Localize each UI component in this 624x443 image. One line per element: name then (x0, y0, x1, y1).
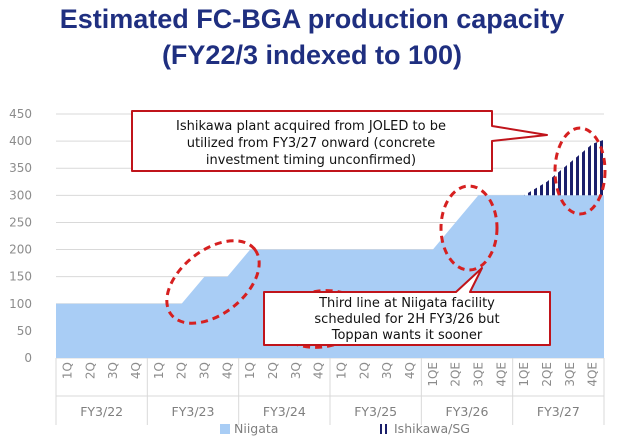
fiscal-year-label: FY3/23 (172, 404, 215, 419)
x-tick-label: 3Q (197, 362, 211, 379)
x-tick-label: 1Q (152, 362, 166, 379)
fiscal-year-label: FY3/22 (80, 404, 123, 419)
fiscal-year-label: FY3/27 (537, 404, 580, 419)
callout-ishikawa-line: Ishikawa plant acquired from JOLED to be (176, 119, 446, 134)
callout-ishikawa-box (131, 110, 548, 172)
legend-swatch-niigata (220, 424, 230, 434)
y-tick-label: 100 (9, 297, 32, 311)
highlight-ellipse-fy3-27 (553, 126, 607, 216)
callout-ishikawa-line: utilized from FY3/27 onward (concrete (187, 136, 436, 151)
callouts: Ishikawa plant acquired from JOLED to be… (131, 110, 551, 346)
x-tick-label: 2Q (266, 362, 280, 379)
fiscal-year-groups: FY3/22 FY3/23 FY3/24 FY3/25 FY3/26 FY3/27 (55, 358, 605, 425)
y-tick-label: 0 (24, 351, 32, 365)
y-tick-label: 300 (9, 188, 32, 202)
x-tick-label: 2Q (357, 362, 371, 379)
chart-title-line1: Estimated FC-BGA production capacity (59, 4, 565, 34)
x-axis-ticks: 1Q 2Q 3Q 4Q 1Q 2Q 3Q 4Q 1Q 2Q 3Q 4Q 1Q 2Q 3Q 4Q 1QE 2QE 3Q… (60, 362, 599, 387)
x-tick-label: 4Q (312, 362, 326, 379)
x-tick-label: 2Q (175, 362, 189, 379)
x-tick-label: 4QE (586, 362, 600, 387)
y-tick-label: 200 (9, 243, 32, 257)
x-tick-label: 4Q (403, 362, 417, 379)
fiscal-year-label: FY3/24 (263, 404, 306, 419)
y-tick-label: 50 (17, 324, 32, 338)
x-tick-label: 3Q (106, 362, 120, 379)
legend-label-niigata: Niigata (234, 421, 278, 436)
highlight-ellipse-fy3-26 (439, 184, 499, 272)
x-tick-label: 3QE (471, 362, 485, 387)
legend-label-ishikawa-sg: Ishikawa/SG (394, 421, 470, 436)
y-tick-label: 350 (9, 161, 32, 175)
x-tick-label: 3QE (563, 362, 577, 387)
x-tick-label: 4Q (220, 362, 234, 379)
y-tick-label: 250 (9, 215, 32, 229)
callout-niigata-line: scheduled for 2H FY3/26 but (314, 312, 499, 327)
x-tick-label: 2Q (83, 362, 97, 379)
y-tick-label: 150 (9, 270, 32, 284)
legend-swatch-ishikawa-sg (380, 424, 382, 434)
y-tick-label: 400 (9, 134, 32, 148)
fiscal-year-label: FY3/26 (446, 404, 489, 419)
highlight-ellipse-fy3-23 (165, 239, 261, 325)
legend-swatch-ishikawa-sg (385, 424, 387, 434)
x-tick-label: 1Q (334, 362, 348, 379)
x-tick-label: 2QE (449, 362, 463, 387)
callout-ishikawa-line: investment timing unconfirmed) (206, 153, 416, 168)
x-tick-label: 1Q (60, 362, 74, 379)
legend: Niigata Ishikawa/SG (220, 421, 470, 436)
callout-niigata-line: Toppan wants it sooner (331, 328, 483, 343)
x-tick-label: 3Q (289, 362, 303, 379)
fiscal-year-label: FY3/25 (354, 404, 397, 419)
ishikawa-sg-area (524, 139, 604, 196)
callout-niigata-box (263, 267, 551, 346)
x-tick-label: 1Q (243, 362, 257, 379)
x-tick-label: 1QE (517, 362, 531, 387)
x-tick-label: 1QE (426, 362, 440, 387)
chart-title-line2: (FY22/3 indexed to 100) (161, 40, 463, 70)
x-tick-label: 2QE (540, 362, 554, 387)
x-tick-label: 3Q (380, 362, 394, 379)
callout-niigata-line: Third line at Niigata facility (318, 296, 495, 311)
y-axis-ticks: 0 50 100 150 200 250 300 350 400 450 (9, 107, 32, 365)
x-tick-label: 4Q (129, 362, 143, 379)
x-tick-label: 4QE (494, 362, 508, 387)
y-tick-label: 450 (9, 107, 32, 121)
